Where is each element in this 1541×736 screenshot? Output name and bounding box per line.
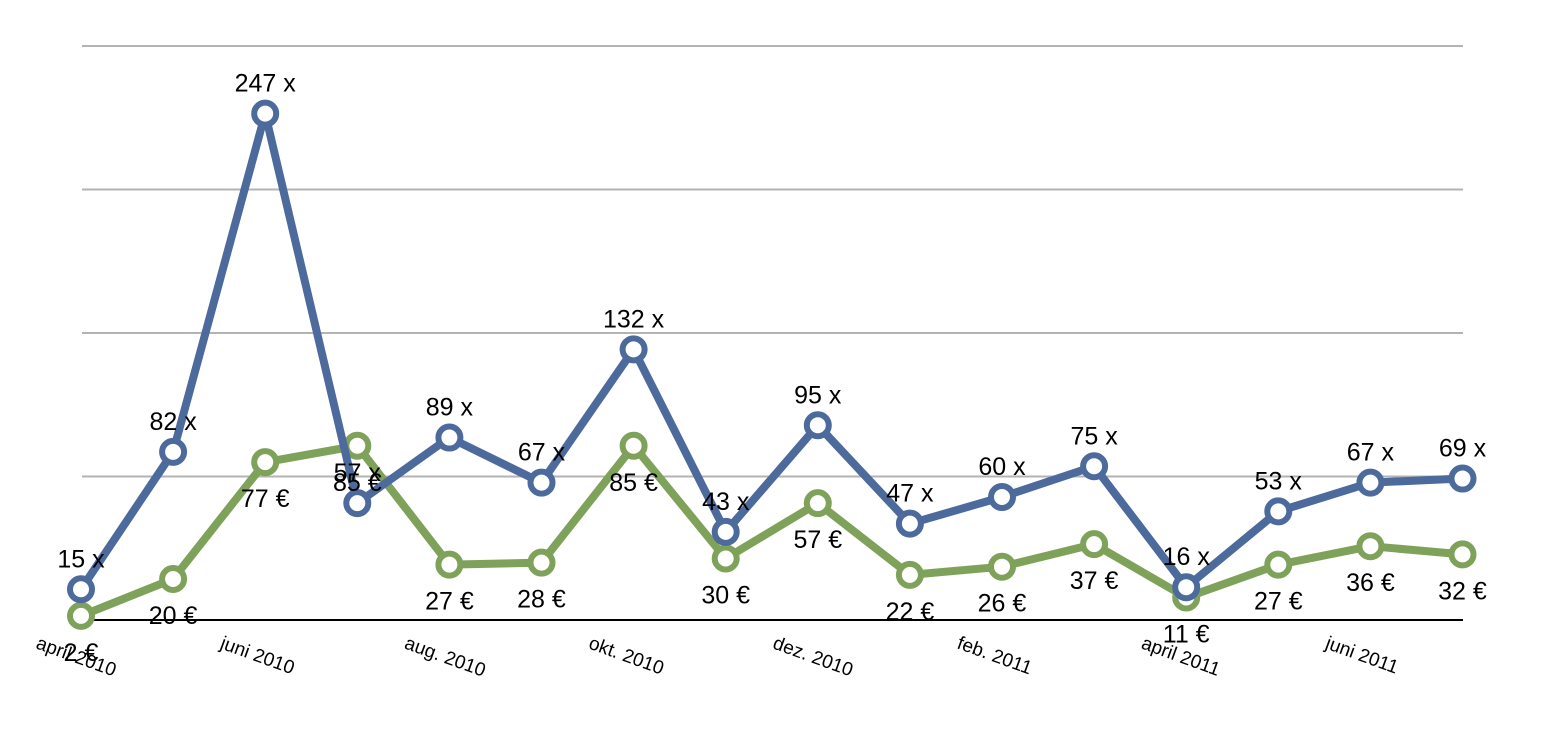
data-point (1080, 530, 1109, 559)
data-point (527, 548, 556, 577)
data-label: 82 x (149, 408, 197, 436)
data-label: 20 € (149, 602, 198, 630)
data-label: 60 x (978, 453, 1026, 481)
x-tick-label: juni 2011 (1322, 633, 1401, 679)
x-tick-label: dez. 2010 (770, 633, 856, 681)
data-point (343, 489, 372, 518)
x-tick-label: okt. 2010 (586, 633, 667, 679)
data-label: 67 x (1347, 439, 1395, 467)
data-label: 57 x (334, 459, 382, 487)
data-point (803, 489, 832, 518)
data-label: 75 x (1070, 422, 1118, 450)
data-point (251, 448, 280, 477)
data-point (1448, 464, 1477, 493)
data-label: 27 € (425, 588, 474, 616)
x-tick-label: aug. 2010 (402, 633, 489, 682)
x-tick-label: juni 2010 (217, 633, 298, 679)
data-label: 16 x (1163, 543, 1211, 571)
data-point (1448, 540, 1477, 569)
data-labels: 15 x 82 x 247 x 57 x 89 x 67 x 132 x 43 x 95 x 47… (57, 70, 1487, 667)
data-point (159, 437, 188, 466)
data-label: 22 € (886, 598, 935, 626)
data-point (435, 550, 464, 579)
data-label: 11 € (1163, 620, 1210, 648)
data-point (1264, 550, 1293, 579)
data-point (895, 560, 924, 589)
series-line (77, 109, 1467, 594)
data-point (159, 565, 188, 593)
series-1 (67, 99, 1477, 604)
data-label: 77 € (241, 485, 290, 513)
data-label: 28 € (517, 586, 566, 614)
series-2 (67, 431, 1477, 630)
data-point (435, 423, 464, 452)
x-axis-ticks: april 2010 juni 2010 aug. 2010 okt. 2010 dez… (33, 633, 1401, 682)
data-label: 36 € (1346, 569, 1395, 597)
data-label: 69 x (1439, 435, 1487, 463)
data-label: 37 € (1070, 567, 1119, 595)
data-point (988, 552, 1016, 581)
data-point (67, 575, 95, 604)
data-point (711, 517, 740, 546)
data-label: 43 x (702, 488, 750, 516)
data-label: 85 € (609, 469, 658, 497)
series-line (77, 441, 1467, 620)
data-label: 15 x (57, 545, 105, 573)
data-point (711, 544, 740, 573)
data-label: 247 x (235, 70, 297, 98)
data-point (619, 431, 648, 460)
data-label: 85 € (333, 469, 382, 497)
data-point (803, 411, 832, 440)
data-label: 27 € (1254, 588, 1303, 616)
data-label: 30 € (701, 582, 750, 610)
data-label: 53 x (1255, 467, 1303, 495)
data-point (1356, 468, 1385, 497)
data-label: 57 € (793, 526, 842, 554)
data-point (1356, 532, 1385, 561)
data-point (895, 509, 924, 538)
data-point (527, 468, 556, 497)
data-label: 26 € (978, 590, 1027, 618)
data-label: 67 x (518, 439, 566, 467)
data-label: 2 € (64, 639, 99, 667)
data-point (1264, 497, 1293, 526)
data-point (1080, 452, 1109, 481)
data-point (251, 99, 280, 128)
data-label: 32 € (1438, 577, 1487, 605)
data-point (67, 601, 95, 630)
data-point (1172, 573, 1201, 602)
data-label: 95 x (794, 381, 842, 409)
gridlines (82, 45, 1463, 478)
data-label: 132 x (603, 305, 665, 333)
data-point (619, 335, 648, 364)
x-tick-label: feb. 2011 (954, 633, 1034, 679)
data-point (988, 483, 1016, 511)
data-label: 89 x (426, 394, 474, 422)
data-label: 47 x (886, 480, 934, 508)
